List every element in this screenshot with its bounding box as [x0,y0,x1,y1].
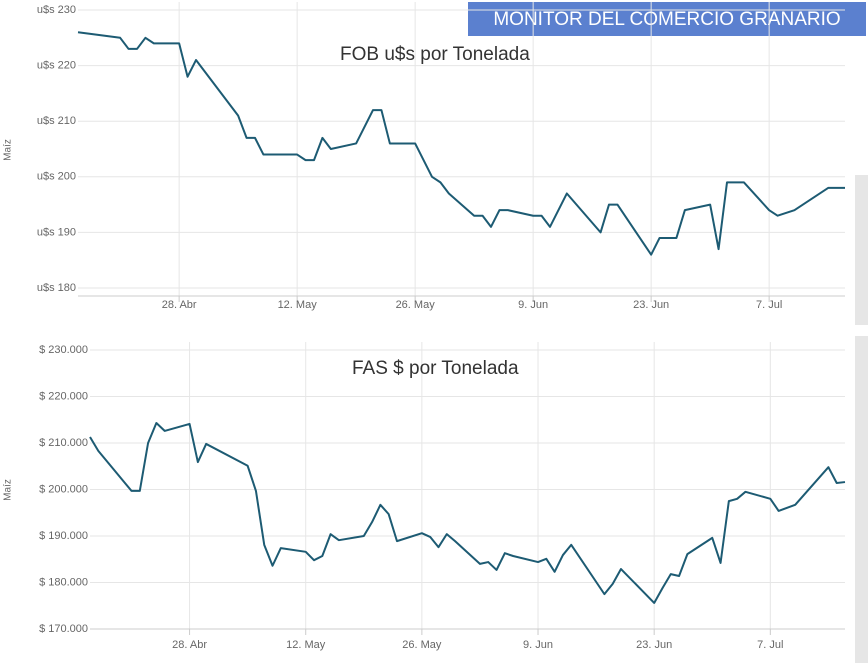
y-tick-label: u$s 200 [37,171,76,183]
x-tick-label: 23. Jun [636,639,672,651]
line [89,422,846,604]
y-tick-label: $ 210.000 [39,437,88,449]
y-axis-label: Maíz [3,479,14,501]
y-tick-label: u$s 210 [37,115,76,127]
x-tick-label: 28. Abr [162,299,197,311]
x-tick-label: 23. Jun [633,299,669,311]
x-tick-label: 26. May [396,299,436,311]
y-tick-label: u$s 230 [37,4,76,16]
chart-title: FOB u$s por Tonelada [340,44,530,65]
x-tick-label: 9. Jun [518,299,548,311]
chart-title: FAS $ por Tonelada [352,358,519,379]
y-tick-label: $ 200.000 [39,483,88,495]
x-tick-label: 12. May [278,299,318,311]
x-tick-label: 7. Jul [756,299,782,311]
y-tick-label: $ 220.000 [39,390,88,402]
x-tick-label: 28. Abr [172,639,207,651]
y-tick-label: u$s 190 [37,226,76,238]
header-box [468,2,866,36]
scrollbar [855,336,868,663]
y-tick-label: u$s 180 [37,282,76,294]
x-tick-label: 12. May [286,639,326,651]
y-tick-label: $ 180.000 [39,576,88,588]
y-tick-label: u$s 220 [37,60,76,72]
y-tick-label: $ 170.000 [39,623,88,635]
header-title: MONITOR DEL COMERCIO GRANARIO [493,9,840,30]
y-tick-label: $ 230.000 [39,344,88,356]
x-tick-label: 9. Jun [523,639,553,651]
line [77,31,845,256]
y-axis-label: Maíz [3,139,14,161]
scrollbar [855,175,868,325]
x-tick-label: 26. May [402,639,442,651]
y-tick-label: $ 190.000 [39,530,88,542]
x-tick-label: 7. Jul [757,639,783,651]
